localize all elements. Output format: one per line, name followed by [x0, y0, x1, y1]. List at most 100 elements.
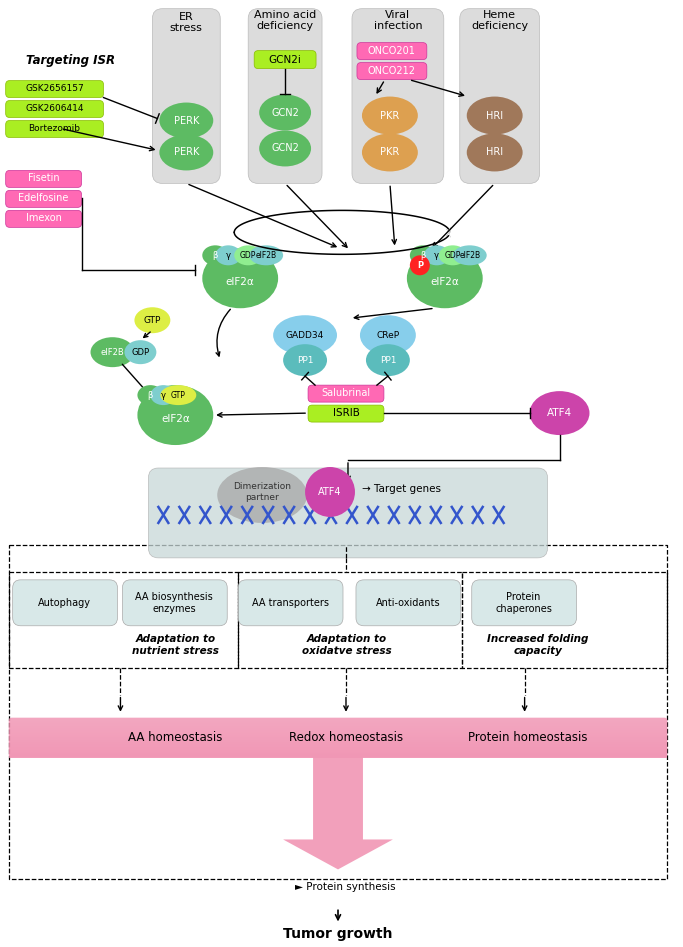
Ellipse shape [259, 95, 311, 131]
Text: eIF2α: eIF2α [161, 414, 190, 424]
Ellipse shape [202, 248, 278, 308]
Ellipse shape [91, 337, 135, 367]
Ellipse shape [137, 385, 163, 405]
Text: Viral
infection: Viral infection [374, 9, 422, 31]
Ellipse shape [124, 340, 156, 365]
Text: PERK: PERK [173, 116, 199, 126]
FancyBboxPatch shape [122, 580, 227, 626]
FancyBboxPatch shape [248, 9, 322, 184]
Text: CReP: CReP [376, 331, 400, 340]
FancyBboxPatch shape [356, 580, 461, 626]
Text: PKR: PKR [380, 148, 400, 157]
Ellipse shape [215, 245, 241, 265]
FancyBboxPatch shape [5, 100, 104, 117]
FancyBboxPatch shape [357, 63, 427, 80]
Text: Adaptation to
oxidatve stress: Adaptation to oxidatve stress [302, 634, 392, 655]
Text: PP1: PP1 [297, 356, 313, 365]
Text: → Target genes: → Target genes [362, 484, 441, 494]
Text: Increased folding
capacity: Increased folding capacity [487, 634, 588, 655]
Ellipse shape [466, 134, 522, 171]
FancyBboxPatch shape [5, 190, 81, 207]
Text: Redox homeostasis: Redox homeostasis [289, 731, 403, 744]
Text: eIF2B: eIF2B [255, 251, 277, 259]
FancyBboxPatch shape [357, 43, 427, 60]
Text: Amino acid
deficiency: Amino acid deficiency [254, 9, 316, 31]
Ellipse shape [438, 245, 466, 265]
Ellipse shape [217, 467, 307, 523]
Text: eIF2α: eIF2α [226, 277, 255, 287]
FancyBboxPatch shape [238, 580, 343, 626]
Text: PKR: PKR [380, 111, 400, 120]
Ellipse shape [362, 97, 418, 134]
Text: AA homeostasis: AA homeostasis [128, 731, 223, 744]
Polygon shape [283, 758, 393, 869]
FancyBboxPatch shape [9, 718, 667, 758]
Ellipse shape [273, 315, 337, 355]
FancyBboxPatch shape [308, 385, 384, 402]
Ellipse shape [161, 385, 196, 405]
Text: ONCO201: ONCO201 [368, 45, 416, 56]
Text: γ: γ [225, 251, 231, 259]
Ellipse shape [249, 245, 283, 265]
Text: GTP: GTP [143, 315, 161, 325]
FancyBboxPatch shape [254, 50, 316, 68]
Text: γ: γ [434, 251, 439, 259]
Text: AA transporters: AA transporters [251, 598, 329, 608]
Text: GCN2: GCN2 [271, 108, 299, 117]
Text: ISRIB: ISRIB [333, 408, 359, 418]
Text: AA biosynthesis
enzymes: AA biosynthesis enzymes [135, 592, 213, 614]
Text: Imexon: Imexon [26, 213, 61, 223]
Text: Salubrinal: Salubrinal [322, 388, 371, 398]
Ellipse shape [150, 385, 176, 405]
Ellipse shape [234, 245, 262, 265]
FancyBboxPatch shape [5, 80, 104, 98]
Text: β: β [420, 251, 426, 259]
FancyBboxPatch shape [460, 9, 540, 184]
FancyBboxPatch shape [352, 9, 444, 184]
Text: Anti-oxidants: Anti-oxidants [376, 598, 440, 608]
Text: GDP: GDP [240, 251, 256, 259]
Text: eIF2B: eIF2B [459, 251, 480, 259]
Text: ER
stress: ER stress [170, 12, 203, 33]
Ellipse shape [135, 307, 170, 333]
FancyBboxPatch shape [5, 120, 104, 137]
Text: ATF4: ATF4 [547, 408, 572, 418]
Text: GADD34: GADD34 [286, 331, 324, 340]
Ellipse shape [407, 248, 483, 308]
Text: ONCO212: ONCO212 [368, 65, 416, 76]
Ellipse shape [466, 97, 522, 134]
Ellipse shape [137, 385, 213, 445]
FancyBboxPatch shape [308, 405, 384, 422]
Text: P: P [417, 260, 423, 270]
Text: PERK: PERK [173, 148, 199, 157]
FancyBboxPatch shape [472, 580, 576, 626]
Text: Heme
deficiency: Heme deficiency [471, 9, 528, 31]
Ellipse shape [305, 467, 355, 517]
Text: Dimerization
partner: Dimerization partner [233, 482, 291, 502]
Ellipse shape [410, 256, 430, 276]
Text: eIF2B: eIF2B [100, 348, 124, 357]
Ellipse shape [159, 102, 213, 138]
Text: ► Protein synthesis: ► Protein synthesis [295, 883, 395, 892]
Text: Autophagy: Autophagy [38, 598, 91, 608]
Text: ATF4: ATF4 [318, 487, 342, 497]
Text: Tumor growth: Tumor growth [283, 927, 393, 941]
FancyBboxPatch shape [148, 468, 548, 558]
Text: Protein homeostasis: Protein homeostasis [468, 731, 587, 744]
Text: Adaptation to
nutrient stress: Adaptation to nutrient stress [132, 634, 219, 655]
FancyBboxPatch shape [13, 580, 117, 626]
Ellipse shape [360, 315, 416, 355]
Ellipse shape [283, 344, 327, 376]
Text: GDP: GDP [445, 251, 461, 259]
Text: GSK2606414: GSK2606414 [25, 104, 84, 113]
Ellipse shape [424, 245, 450, 265]
Ellipse shape [159, 134, 213, 170]
Text: β: β [212, 251, 218, 259]
FancyBboxPatch shape [152, 9, 220, 184]
Text: Fisetin: Fisetin [28, 173, 59, 184]
Text: eIF2α: eIF2α [430, 277, 459, 287]
Ellipse shape [529, 391, 589, 435]
Text: PP1: PP1 [380, 356, 396, 365]
Ellipse shape [453, 245, 487, 265]
Text: GCN2: GCN2 [271, 144, 299, 153]
